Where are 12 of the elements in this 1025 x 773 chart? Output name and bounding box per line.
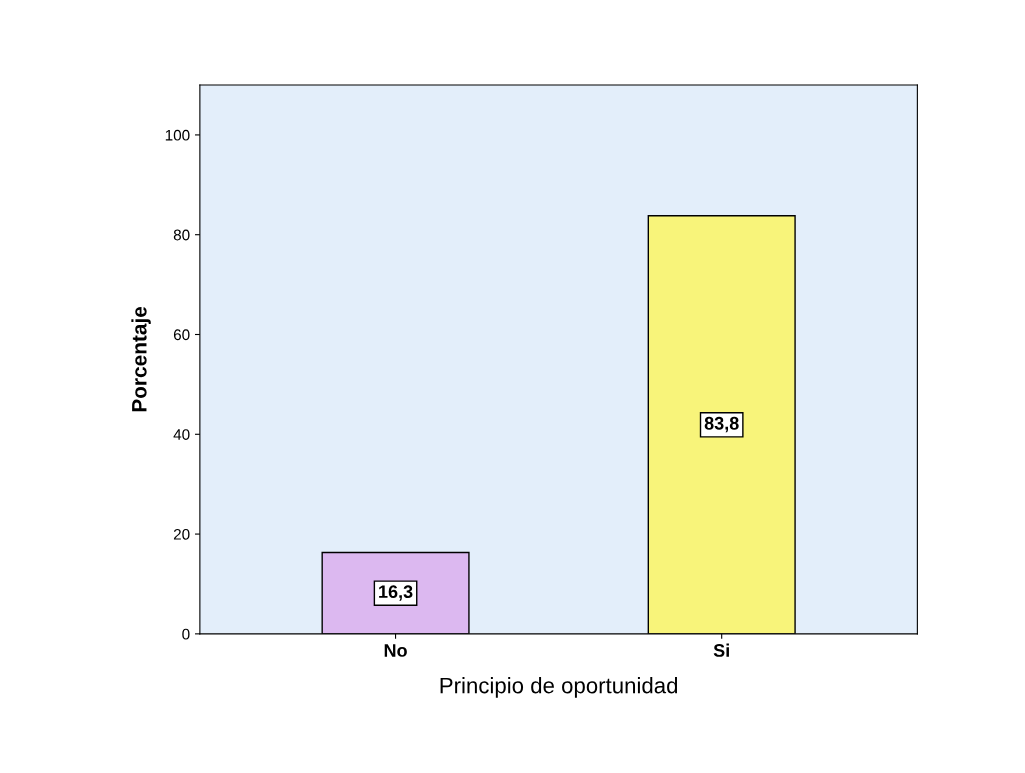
x-tick-label: No [384, 644, 407, 657]
y-tick-label: 20 [173, 528, 190, 540]
y-tick-label: 0 [182, 628, 190, 640]
x-axis-title: Principio de oportunidad [440, 677, 678, 698]
y-tick-label: 80 [173, 229, 190, 241]
data-label: 16,3 [379, 585, 413, 601]
data-label: 83,8 [704, 416, 739, 433]
y-tick-label: 100 [165, 129, 190, 141]
y-axis-title: Porcentaje [131, 306, 151, 412]
y-tick-label: 40 [173, 429, 190, 440]
y-tick-label: 60 [173, 329, 190, 341]
x-tick-label: Si [713, 643, 729, 657]
